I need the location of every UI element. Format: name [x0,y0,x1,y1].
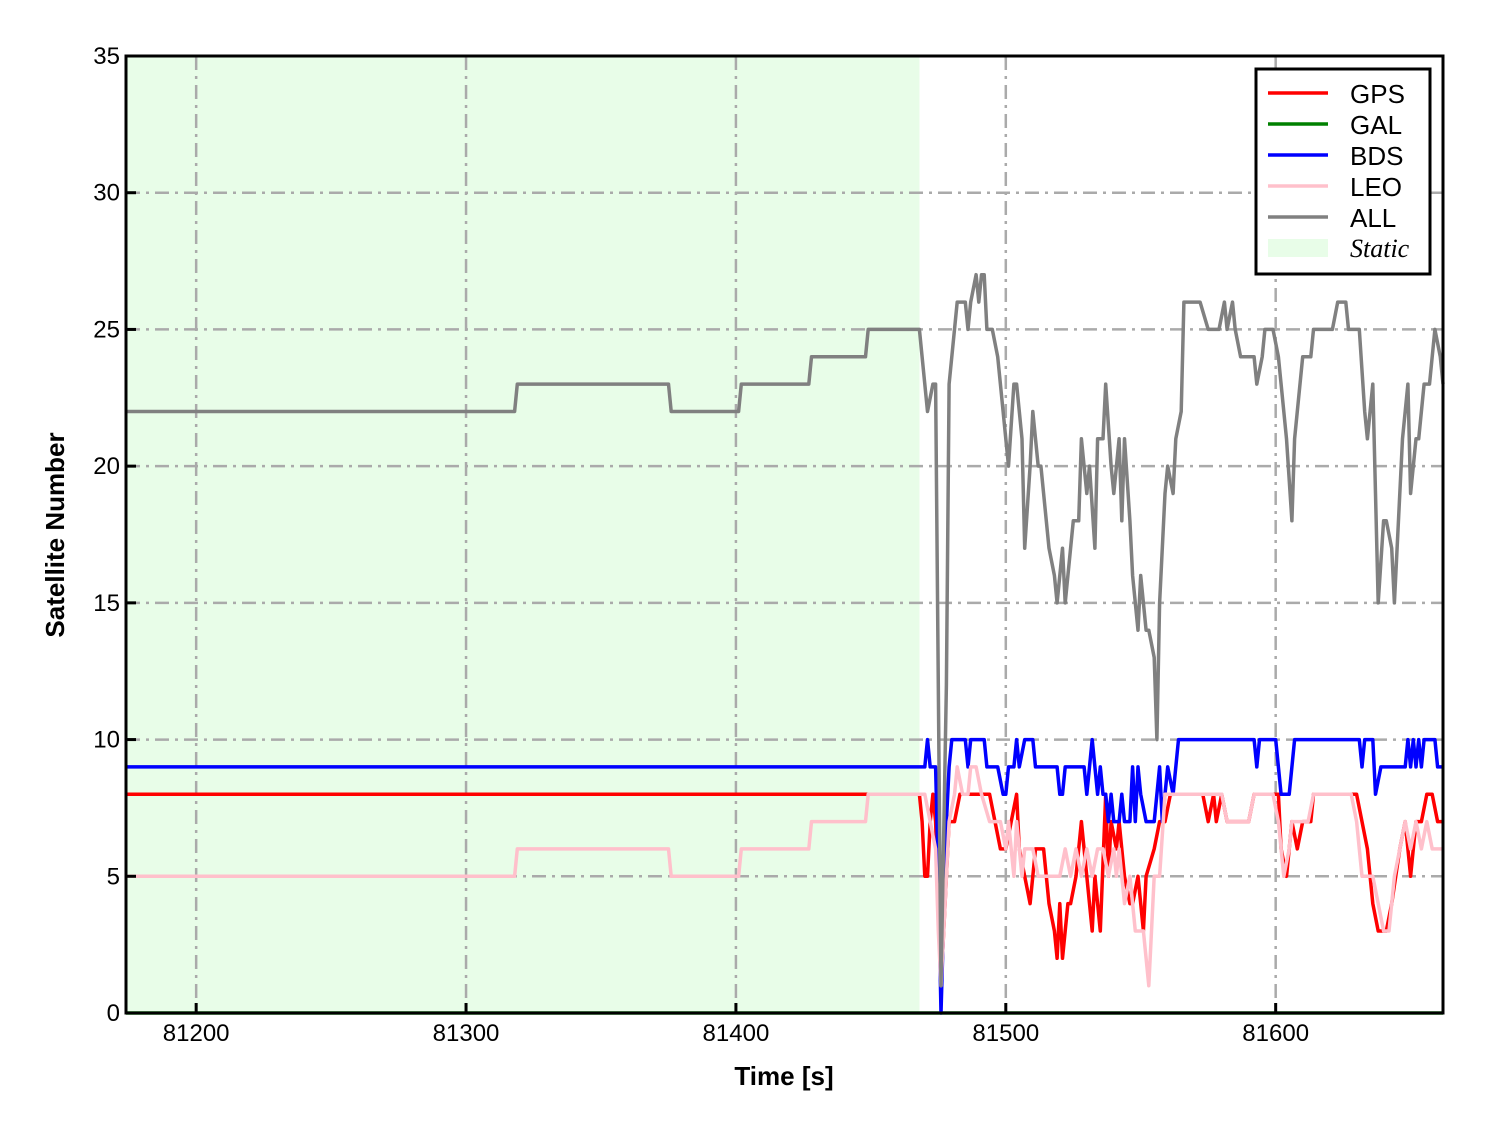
series-line-all [126,272,1445,988]
y-tick-label: 15 [93,590,120,617]
y-tick-label: 0 [107,1000,120,1027]
y-tick-label: 35 [93,43,120,70]
legend-swatch-static [1268,239,1328,257]
legend-label-bds: BDS [1350,141,1403,171]
legend-label-leo: LEO [1350,172,1402,202]
x-tick-label: 81500 [972,1020,1039,1047]
series-line-bds [126,737,1443,1015]
plot-frame [124,54,1445,1015]
y-tick-label: 25 [93,316,120,343]
x-tick-label: 81200 [163,1020,230,1047]
grid [126,56,1443,1013]
series-line-leo [126,765,1443,988]
static-region [126,56,920,1013]
y-tick-label: 30 [93,180,120,207]
y-tick-label: 5 [107,863,120,890]
legend-label-static: Static [1350,234,1410,263]
x-axis-label: Time [s] [734,1061,833,1091]
legend-box [1254,67,1432,276]
legend-label-gps: GPS [1350,79,1405,109]
legend-label-all: ALL [1350,203,1396,233]
x-tick-label: 81400 [703,1020,770,1047]
x-tick-label: 81600 [1242,1020,1309,1047]
y-tick-label: 20 [93,453,120,480]
legend-label-gal: GAL [1350,110,1402,140]
y-axis-label: Satellite Number [40,432,70,637]
x-tick-label: 81300 [433,1020,500,1047]
y-tick-label: 10 [93,727,120,754]
